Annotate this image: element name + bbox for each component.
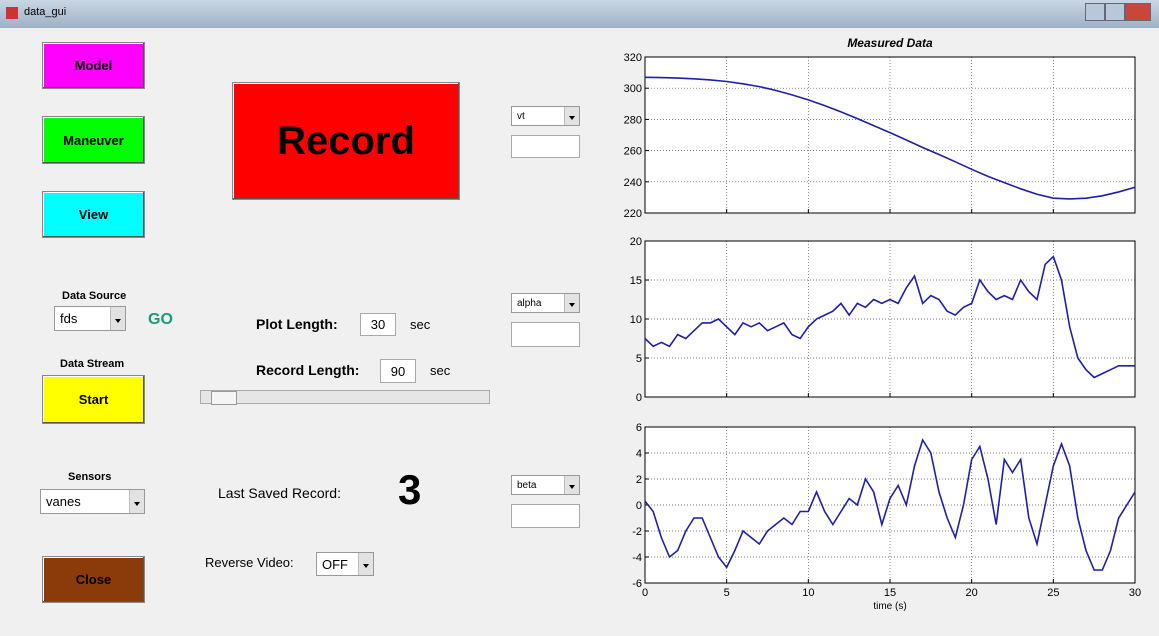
x-tick-label: 10: [802, 587, 814, 599]
data-line: [644, 438, 1136, 571]
dropdown-value: vanes: [46, 494, 81, 509]
y-tick-label: 220: [624, 208, 642, 220]
sensors-dropdown[interactable]: vanes: [40, 489, 145, 514]
y-tick-label: 2: [636, 474, 642, 486]
plot2-dropdown[interactable]: alpha: [511, 293, 580, 313]
plot-frame: [644, 56, 1136, 214]
dropdown-value: OFF: [322, 556, 348, 572]
plot-length-unit: sec: [410, 317, 431, 332]
last-saved-record-value: 3: [398, 466, 422, 513]
record-button[interactable]: Record: [232, 82, 460, 200]
slider-thumb[interactable]: [211, 391, 237, 405]
record-length-label: Record Length:: [256, 362, 360, 378]
start-button[interactable]: Start: [42, 375, 145, 424]
x-tick-label: 0: [642, 587, 648, 599]
x-tick-label: 25: [1047, 587, 1059, 599]
reverse-video-dropdown[interactable]: OFF: [316, 552, 374, 576]
y-tick-label: 10: [630, 314, 642, 326]
y-tick-label: 20: [630, 236, 642, 248]
maximize-button[interactable]: [1105, 3, 1126, 21]
plot1-dropdown[interactable]: vt: [511, 106, 580, 126]
plot2-value-box[interactable]: [511, 322, 580, 347]
plot1-value-box[interactable]: [511, 135, 580, 158]
dropdown-value: fds: [60, 311, 78, 326]
y-tick-label: 0: [636, 500, 642, 512]
y-tick-label: 320: [624, 52, 642, 64]
title-bar: [0, 0, 1159, 28]
sensors-label: Sensors: [68, 471, 112, 483]
reverse-video-label: Reverse Video:: [205, 555, 294, 570]
y-tick-label: 5: [636, 353, 642, 365]
y-tick-label: -6: [632, 578, 642, 590]
y-tick-label: -4: [632, 552, 642, 564]
y-tick-label: 280: [624, 114, 642, 126]
y-tick-label: 300: [624, 83, 642, 95]
y-tick-label: 15: [630, 275, 642, 287]
last-saved-record-label: Last Saved Record:: [218, 485, 341, 501]
x-tick-label: 30: [1129, 587, 1141, 599]
plot-frame: [644, 426, 1136, 584]
y-tick-label: 4: [636, 448, 642, 460]
window-controls: [1085, 3, 1152, 21]
model-button[interactable]: Model: [42, 42, 145, 89]
app-icon: [6, 7, 18, 19]
close-window-button[interactable]: [1125, 3, 1152, 21]
maneuver-button[interactable]: Maneuver: [42, 116, 145, 164]
x-tick-label: 5: [724, 587, 730, 599]
record-length-unit: sec: [430, 363, 451, 378]
data-line: [644, 76, 1136, 200]
x-tick-label: 15: [884, 587, 896, 599]
minimize-button[interactable]: [1085, 3, 1106, 21]
plot-length-input[interactable]: 30: [360, 313, 396, 336]
plot3-value-box[interactable]: [511, 504, 580, 528]
window-title: data_gui: [24, 6, 67, 18]
chart-title: Measured Data: [847, 36, 933, 50]
slider[interactable]: [200, 390, 490, 405]
dropdown-value: beta: [517, 479, 537, 491]
y-tick-label: 240: [624, 177, 642, 189]
close-button[interactable]: Close: [42, 556, 145, 603]
y-tick-label: 260: [624, 146, 642, 158]
y-tick-label: -2: [632, 526, 642, 538]
x-tick-label: 20: [966, 587, 978, 599]
dropdown-value: alpha: [517, 297, 542, 309]
data-line: [644, 255, 1135, 379]
plot3-dropdown[interactable]: beta: [511, 475, 580, 495]
record-length-input[interactable]: 90: [380, 359, 416, 383]
x-axis-label: time (s): [873, 601, 906, 612]
data-source-label: Data Source: [62, 290, 127, 302]
go-label: GO: [148, 311, 173, 328]
dropdown-value: vt: [517, 110, 525, 122]
y-tick-label: 0: [636, 392, 642, 404]
data-source-dropdown[interactable]: fds: [54, 306, 126, 331]
plot-frame: [644, 240, 1136, 398]
plot-length-label: Plot Length:: [256, 316, 338, 332]
y-tick-label: 6: [636, 422, 642, 434]
view-button[interactable]: View: [42, 191, 145, 238]
data-stream-label: Data Stream: [60, 358, 125, 370]
